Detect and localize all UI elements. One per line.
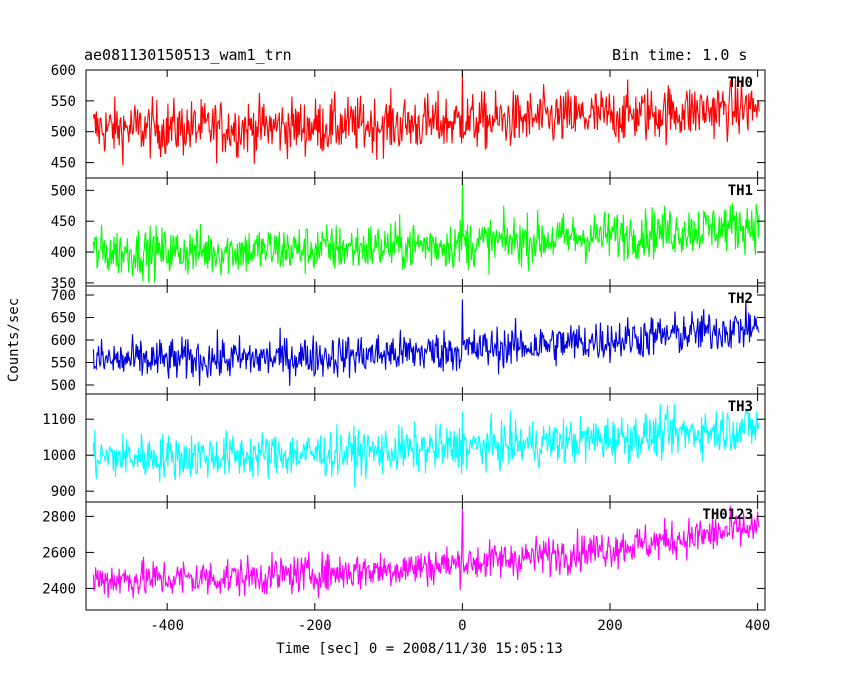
y-tick-label: 2800: [42, 509, 76, 525]
series-line-th2: [92, 299, 760, 386]
series-label-th2: TH2: [728, 291, 753, 307]
x-tick-label: -200: [298, 618, 332, 634]
y-tick-label: 700: [51, 288, 76, 304]
x-axis-label: Time [sec] 0 = 2008/11/30 15:05:13: [276, 641, 563, 657]
series-label-th3: TH3: [728, 399, 753, 415]
y-tick-label: 600: [51, 333, 76, 349]
y-tick-label: 500: [51, 125, 76, 141]
y-tick-label: 350: [51, 276, 76, 292]
chart-title: ae081130150513_wam1_trn: [84, 46, 292, 64]
series-label-th1: TH1: [728, 183, 753, 199]
y-tick-label: 600: [51, 63, 76, 79]
series-line-th0123: [92, 505, 760, 599]
series-label-th0123: TH0123: [702, 507, 753, 523]
x-tick-label: -400: [150, 618, 184, 634]
series-line-th1: [92, 177, 760, 283]
series-label-th0: TH0: [728, 75, 753, 91]
y-tick-label: 500: [51, 378, 76, 394]
y-tick-label: 2600: [42, 545, 76, 561]
series-line-th3: [92, 403, 760, 487]
y-tick-label: 900: [51, 484, 76, 500]
y-tick-label: 500: [51, 183, 76, 199]
y-tick-label: 400: [51, 245, 76, 261]
y-tick-label: 450: [51, 156, 76, 172]
bin-time-label: Bin time: 1.0 s: [612, 46, 748, 64]
y-tick-label: 1000: [42, 448, 76, 464]
x-tick-label: 400: [745, 618, 770, 634]
y-tick-label: 650: [51, 311, 76, 327]
x-tick-label: 0: [458, 618, 466, 634]
series-line-th0: [92, 69, 760, 166]
panel-frame-th0123: [85, 501, 766, 611]
y-tick-label: 1100: [42, 412, 76, 428]
y-tick-label: 2400: [42, 581, 76, 597]
y-tick-label: 550: [51, 94, 76, 110]
y-axis-label: Counts/sec: [6, 298, 22, 382]
y-tick-label: 550: [51, 356, 76, 372]
y-tick-label: 450: [51, 214, 76, 230]
x-tick-label: 200: [597, 618, 622, 634]
